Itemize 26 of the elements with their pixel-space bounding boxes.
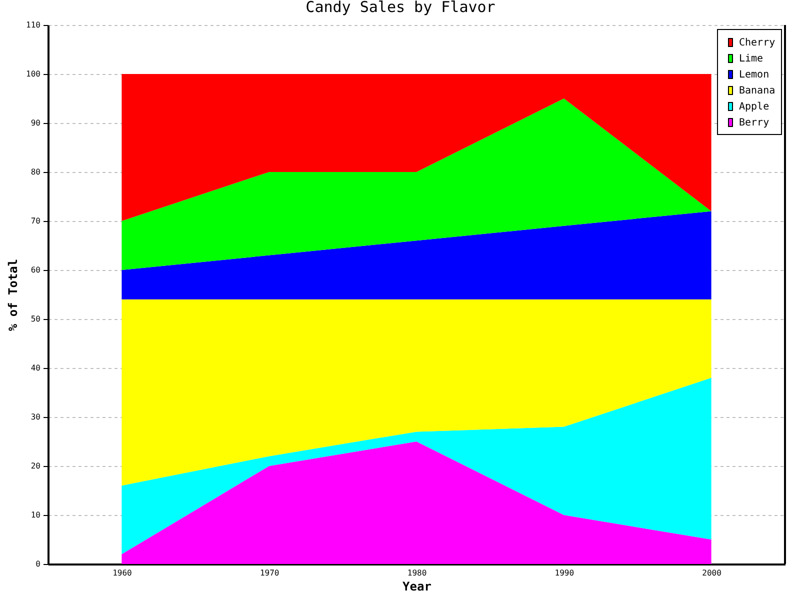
legend-label: Apple — [739, 102, 770, 112]
x-tick-label: 1970 — [260, 568, 280, 578]
x-tick-label: 1980 — [407, 568, 427, 578]
y-tick-label: 70 — [30, 216, 41, 226]
x-tick-label: 2000 — [702, 568, 722, 578]
y-tick-label: 10 — [30, 510, 41, 520]
y-axis-title: % of Total — [6, 258, 20, 332]
x-tick-label: 1990 — [554, 568, 574, 578]
y-tick-label: 60 — [30, 266, 41, 274]
y-tick-label: 40 — [30, 364, 41, 372]
x-tick-label: 1960 — [112, 568, 132, 578]
chart-title: Candy Sales by Flavor — [306, 0, 496, 16]
y-tick-label: 50 — [30, 314, 41, 324]
legend-label: Berry — [739, 118, 770, 128]
legend-label: Lime — [739, 54, 764, 64]
y-tick-label: 80 — [30, 168, 41, 176]
y-tick-label: 90 — [30, 118, 41, 128]
y-tick-label: 0 — [36, 560, 41, 568]
legend-label: Lemon — [739, 70, 770, 80]
y-tick-label: 100 — [26, 70, 41, 78]
y-tick-label: 20 — [30, 462, 41, 470]
legend-label: Cherry — [739, 38, 776, 48]
x-axis-title: Year — [402, 580, 432, 594]
legend-label: Banana — [739, 86, 776, 96]
y-tick-label: 30 — [30, 412, 41, 422]
y-tick-label: 110 — [26, 20, 41, 30]
